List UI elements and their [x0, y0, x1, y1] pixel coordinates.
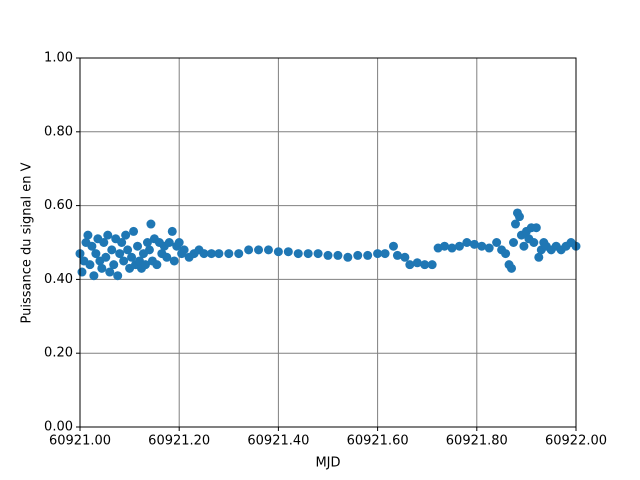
point	[206, 249, 216, 259]
point	[405, 260, 415, 270]
point	[91, 249, 101, 259]
point	[85, 260, 95, 270]
point	[440, 241, 450, 251]
point	[162, 252, 172, 262]
point	[115, 249, 125, 259]
point	[164, 238, 174, 247]
point	[293, 249, 303, 259]
x-tick-label: 60922.00	[545, 434, 607, 449]
point	[140, 260, 150, 270]
point	[77, 267, 87, 277]
point	[99, 238, 109, 247]
point	[144, 245, 154, 255]
point	[117, 238, 127, 247]
point	[510, 219, 520, 229]
point	[133, 241, 143, 251]
point	[121, 230, 131, 240]
point	[373, 249, 383, 259]
point	[363, 250, 373, 260]
point	[167, 226, 177, 236]
x-tick-label: 60921.80	[446, 434, 508, 449]
point	[469, 239, 479, 249]
point	[87, 241, 97, 251]
point	[244, 245, 254, 255]
y-tick-label: 0.80	[44, 124, 73, 139]
point	[380, 249, 390, 259]
point	[509, 238, 519, 247]
point	[388, 241, 398, 251]
point	[303, 249, 313, 259]
point	[113, 271, 123, 281]
point	[400, 252, 410, 262]
point	[169, 256, 179, 266]
point	[142, 238, 152, 247]
point	[392, 250, 402, 260]
point	[174, 238, 184, 247]
point	[529, 238, 539, 247]
point	[353, 250, 363, 260]
point	[119, 256, 129, 266]
point	[514, 212, 524, 222]
point	[101, 252, 111, 262]
y-axis-label: Puissance du signal en V	[20, 162, 35, 323]
point	[477, 241, 487, 251]
point	[254, 245, 264, 255]
point	[234, 249, 244, 259]
x-tick-label: 60921.40	[247, 434, 309, 449]
point	[420, 260, 430, 270]
point	[283, 247, 293, 257]
point	[123, 245, 133, 255]
point	[83, 230, 93, 240]
point	[127, 252, 137, 262]
y-tick-label: 0.00	[44, 420, 73, 435]
point	[224, 249, 234, 259]
point	[146, 219, 156, 229]
y-tick-label: 1.00	[44, 51, 73, 66]
point	[313, 249, 323, 259]
point	[534, 252, 544, 262]
point	[152, 260, 162, 270]
x-tick-label: 60921.60	[347, 434, 409, 449]
plot-frame	[79, 57, 577, 428]
y-tick-label: 0.40	[44, 272, 73, 287]
point	[103, 230, 113, 240]
point	[214, 249, 224, 259]
point	[263, 245, 273, 255]
point	[109, 260, 119, 270]
point	[333, 250, 343, 260]
x-tick-label: 60921.20	[148, 434, 210, 449]
point	[343, 252, 353, 262]
point	[462, 238, 472, 247]
point	[179, 245, 189, 255]
point	[323, 250, 333, 260]
x-tick-label: 60921.00	[49, 434, 111, 449]
y-tick-label: 0.20	[44, 346, 73, 361]
point	[97, 263, 107, 273]
point	[519, 241, 529, 251]
point	[107, 245, 117, 255]
point	[427, 260, 437, 270]
point	[501, 249, 511, 259]
point	[484, 243, 494, 253]
y-tick-label: 0.60	[44, 198, 73, 213]
point	[199, 249, 209, 259]
point	[507, 263, 517, 273]
point	[105, 267, 115, 277]
point	[412, 258, 422, 268]
point	[454, 241, 464, 251]
point	[89, 271, 99, 281]
point	[129, 226, 139, 236]
point	[492, 238, 502, 247]
point	[531, 223, 541, 233]
x-axis-label: MJD	[315, 456, 340, 471]
point	[273, 247, 283, 257]
point	[447, 243, 457, 253]
